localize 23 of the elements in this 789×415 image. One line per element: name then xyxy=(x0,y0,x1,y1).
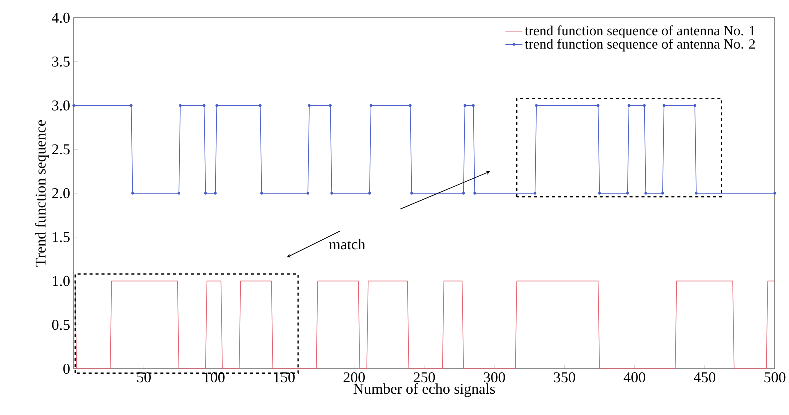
x-tick-label: 300 xyxy=(484,372,506,383)
legend-label: trend function sequence of antenna No. 2 xyxy=(525,38,756,52)
x-tick-label: 500 xyxy=(764,372,786,383)
y-tick-label: 0 xyxy=(64,364,70,374)
y-axis-title: Trend function sequence xyxy=(35,120,49,267)
x-tick-label: 400 xyxy=(624,372,646,383)
x-tick-label: 450 xyxy=(694,372,716,383)
y-tick-label: 2.0 xyxy=(52,188,70,199)
legend-label: trend function sequence of antenna No. 1 xyxy=(525,26,755,38)
y-tick-label: 1.0 xyxy=(53,276,70,286)
y-tick-label: 1.5 xyxy=(53,232,70,242)
x-tick-label: 250 xyxy=(414,372,436,383)
annotation: match xyxy=(329,239,366,250)
y-tick-label: 0.5 xyxy=(52,320,70,330)
y-tick-label: 2.5 xyxy=(52,144,70,155)
x-tick-label: 200 xyxy=(344,372,366,383)
y-tick-label: 3.5 xyxy=(52,56,70,67)
x-tick-label: 50 xyxy=(138,372,152,383)
y-tick-label: 3.0 xyxy=(52,100,70,111)
x-tick-label: 350 xyxy=(554,372,576,383)
x-tick-label: 100 xyxy=(204,372,225,383)
y-tick-label: 4.0 xyxy=(52,12,70,24)
x-axis-title: Number of echo signals xyxy=(354,383,496,398)
